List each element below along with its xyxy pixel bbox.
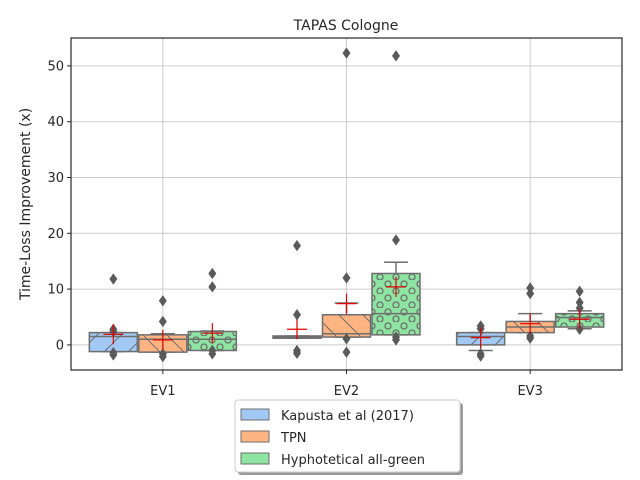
y-axis-title: Time-Loss Improvement (x) xyxy=(18,108,34,301)
box-ev1-series-0 xyxy=(88,273,139,361)
legend-swatch xyxy=(240,430,270,443)
outlier-point xyxy=(208,348,217,360)
x-axis-ticks: EV1 EV2 EV3 xyxy=(150,370,543,399)
outlier-point xyxy=(392,334,400,346)
outlier-point xyxy=(293,239,301,252)
x-tick-label: EV1 xyxy=(150,384,175,399)
box-ev2-series-1 xyxy=(321,47,372,358)
box-ev3-series-0 xyxy=(455,320,506,362)
outlier-point xyxy=(109,273,118,285)
box-ev3-series-1 xyxy=(505,282,555,344)
legend-label: Kapusta et al (2017) xyxy=(281,409,414,424)
legend-label: Hyphotetical all-green xyxy=(281,453,425,468)
outlier-point xyxy=(208,267,217,280)
y-tick-label: 10 xyxy=(47,283,64,298)
outlier-point xyxy=(476,350,485,362)
outlier-point xyxy=(208,281,217,293)
outlier-point xyxy=(392,234,400,246)
y-tick-label: 50 xyxy=(47,59,64,74)
outlier-point xyxy=(158,315,167,328)
y-axis-ticks: 0 10 20 30 40 50 xyxy=(47,59,71,353)
y-tick-label: 0 xyxy=(56,338,64,353)
x-tick-label: EV2 xyxy=(334,384,359,399)
legend-box xyxy=(234,399,461,473)
legend-swatch xyxy=(240,452,270,465)
outlier-point xyxy=(575,285,584,298)
grid-lines xyxy=(71,38,622,370)
outlier-point xyxy=(342,346,351,358)
box-ev1-series-2 xyxy=(187,267,238,360)
y-tick-label: 20 xyxy=(47,227,64,242)
box-series xyxy=(88,47,605,363)
outlier-point xyxy=(293,347,301,359)
outlier-point xyxy=(575,323,584,335)
outlier-point xyxy=(158,350,167,363)
legend: Kapusta et al (2017) TPN Hyphotetical all-… xyxy=(234,399,463,475)
box-ev2-series-0 xyxy=(272,239,322,359)
outlier-point xyxy=(342,47,351,59)
chart-title: TAPAS Cologne xyxy=(293,18,399,34)
outlier-point xyxy=(526,287,535,300)
outlier-point xyxy=(293,309,301,321)
box-ev3-series-2 xyxy=(554,285,605,335)
outlier-point xyxy=(526,332,535,344)
legend-swatch xyxy=(240,408,270,421)
y-tick-label: 30 xyxy=(47,171,64,186)
outlier-point xyxy=(109,349,118,361)
outlier-point xyxy=(392,50,400,62)
box-ev2-series-2 xyxy=(371,50,421,346)
outlier-point xyxy=(158,295,167,307)
outlier-point xyxy=(342,333,351,345)
y-tick-label: 40 xyxy=(47,115,64,130)
outlier-point xyxy=(342,272,351,284)
box-ev1-series-1 xyxy=(138,295,188,363)
legend-label: TPN xyxy=(280,431,307,446)
x-tick-label: EV3 xyxy=(517,384,542,399)
